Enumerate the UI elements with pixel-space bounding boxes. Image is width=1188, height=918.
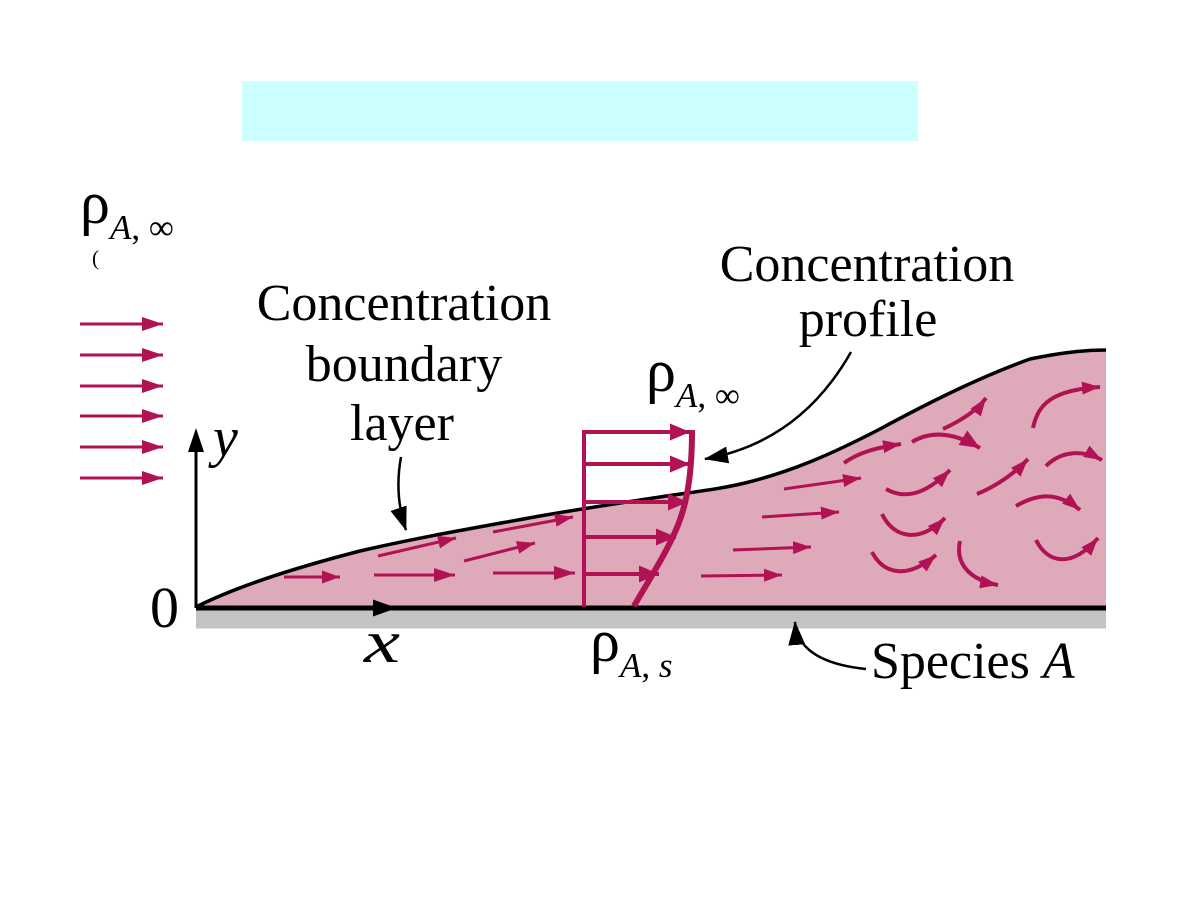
svg-text:profile: profile [799, 291, 938, 348]
svg-text:boundary: boundary [306, 336, 502, 393]
svg-text:Species A: Species A [871, 633, 1075, 690]
svg-text:ρA, ∞: ρA, ∞ [80, 170, 174, 247]
svg-text:layer: layer [350, 395, 454, 452]
svg-text:x: x [363, 609, 401, 675]
svg-text:Concentration: Concentration [257, 275, 552, 332]
svg-text:ρA, ∞: ρA, ∞ [646, 338, 740, 415]
svg-text:0: 0 [150, 575, 179, 640]
svg-text:y: y [208, 407, 238, 469]
svg-text:Concentration: Concentration [720, 236, 1015, 293]
svg-text:(: ( [92, 246, 99, 270]
